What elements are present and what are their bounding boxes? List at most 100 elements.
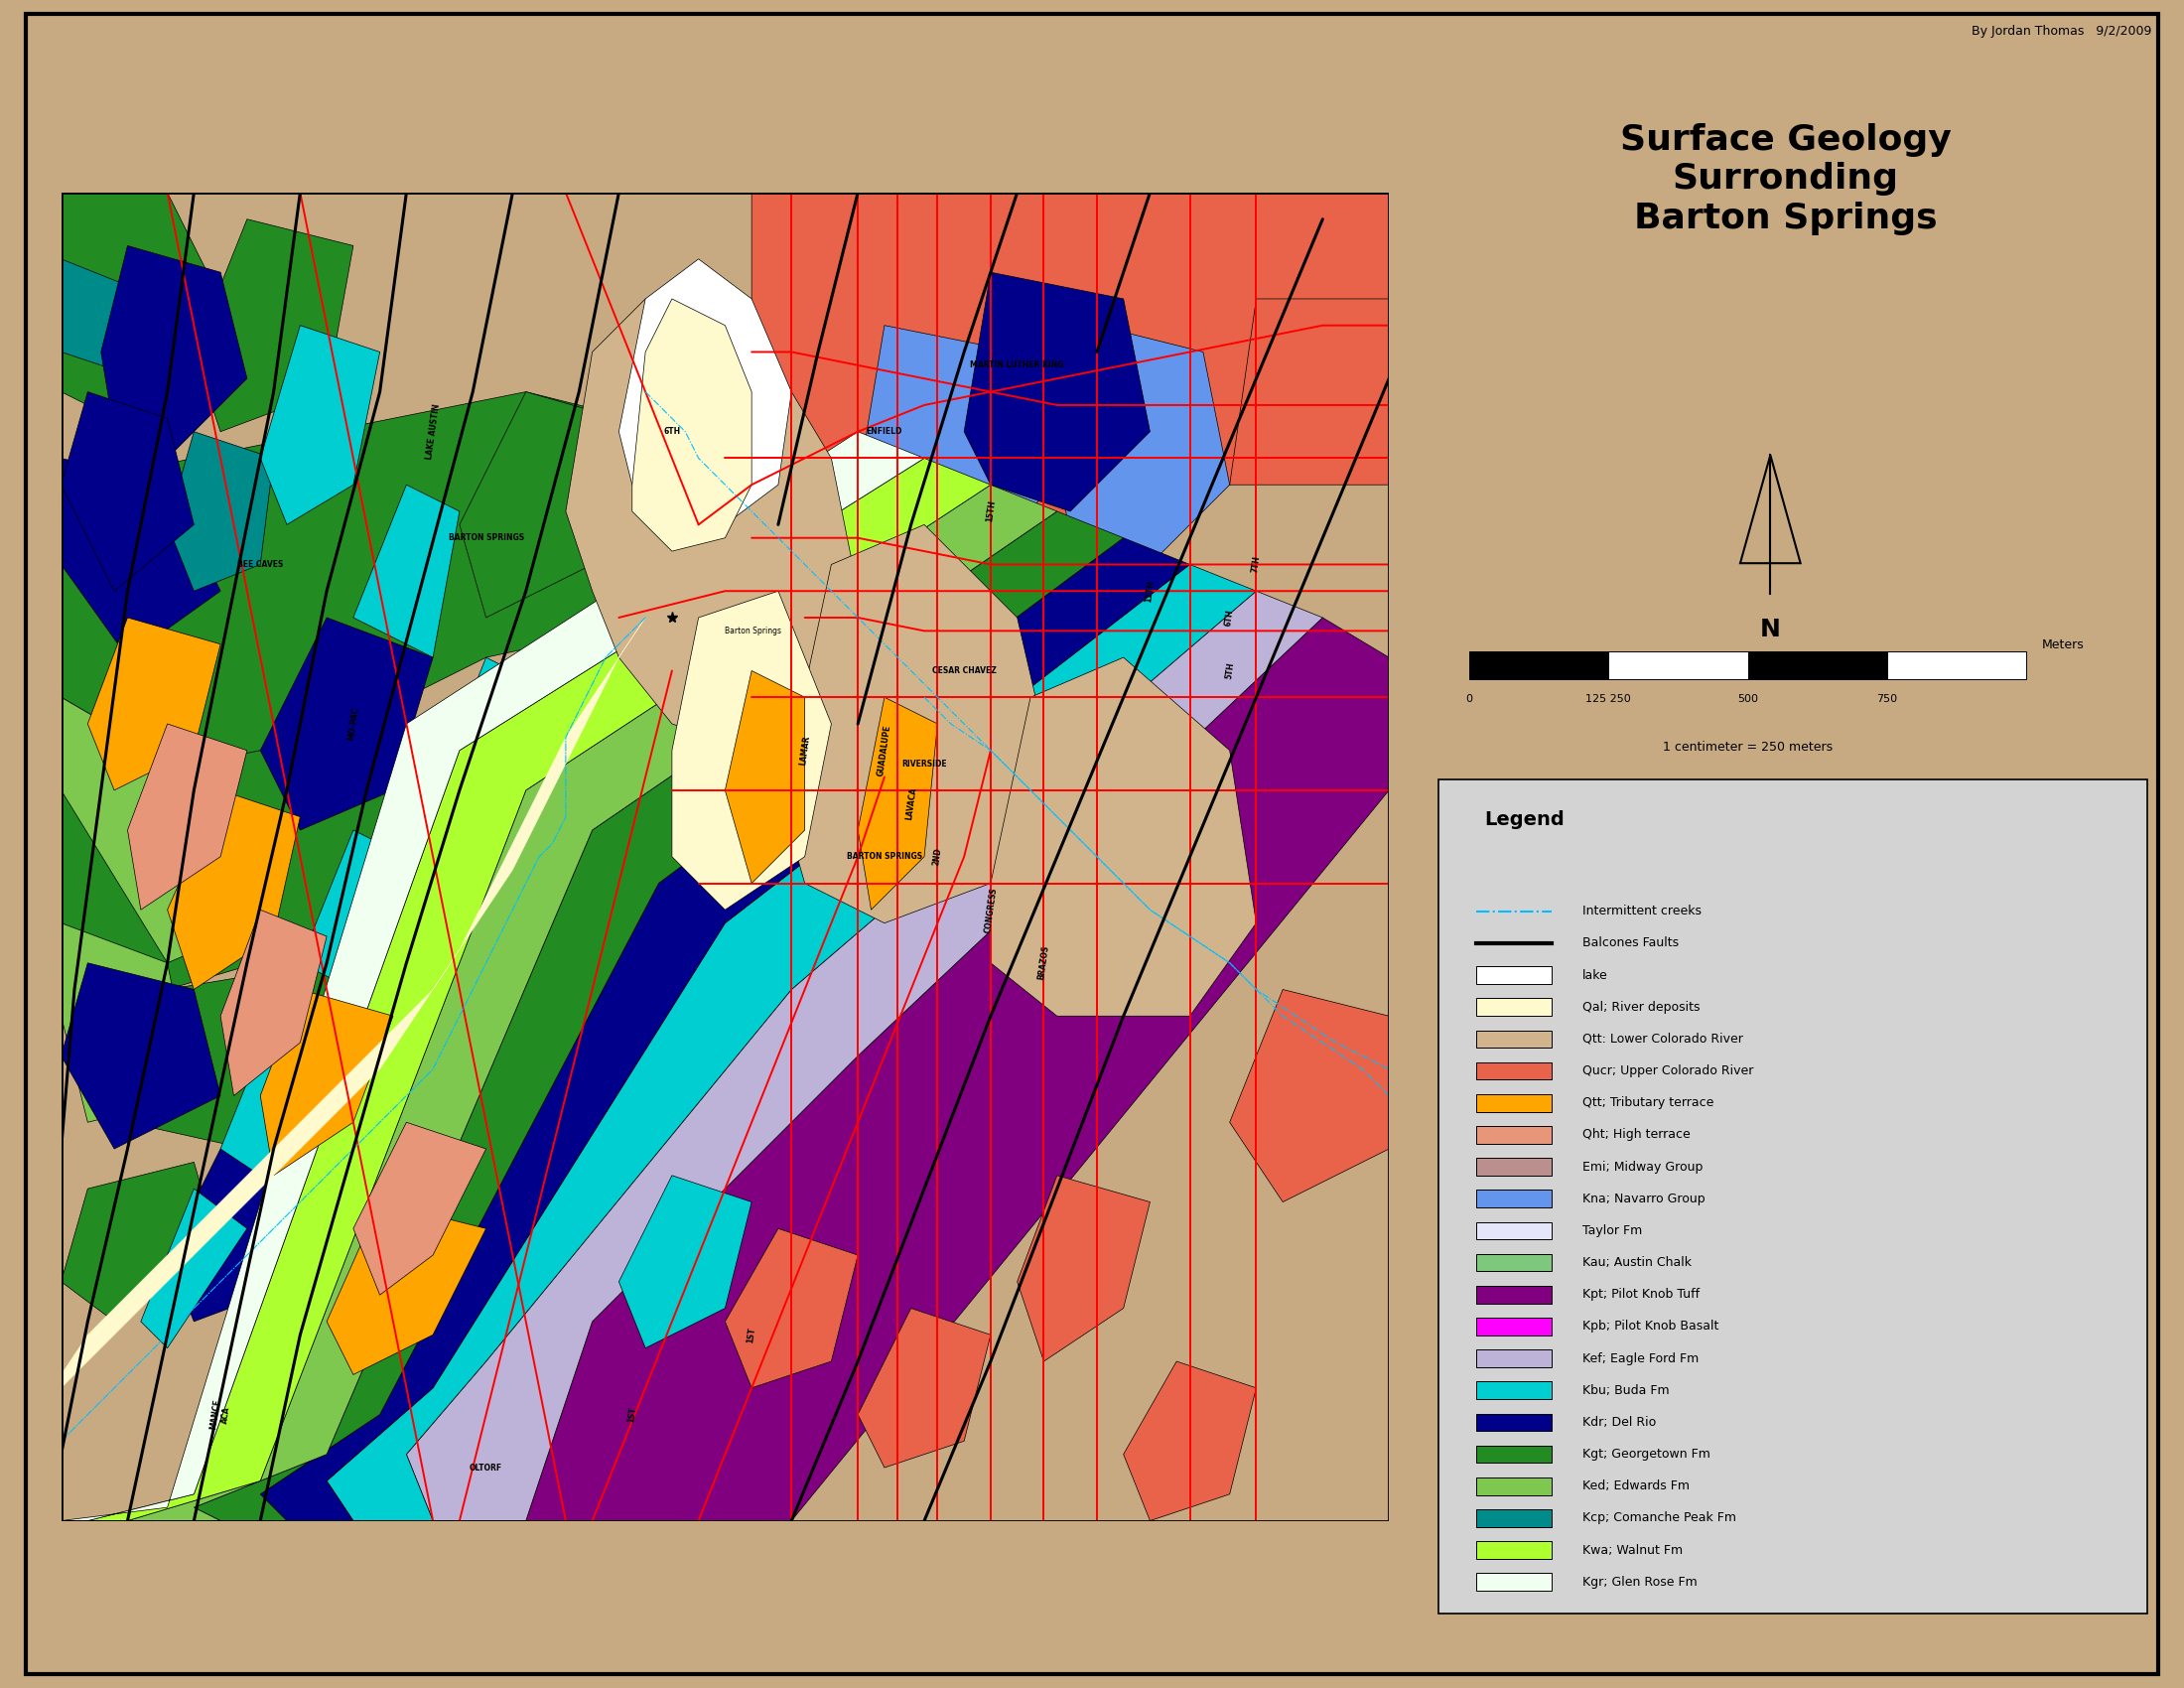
- Polygon shape: [618, 1175, 751, 1349]
- Bar: [1887, 652, 2027, 679]
- Text: BARTON SPRINGS: BARTON SPRINGS: [448, 533, 524, 542]
- Bar: [1476, 1158, 1553, 1175]
- Polygon shape: [61, 392, 791, 790]
- Text: Qtt: Lower Colorado River: Qtt: Lower Colorado River: [1581, 1033, 1743, 1045]
- Text: BARTON SPRINGS: BARTON SPRINGS: [847, 852, 922, 861]
- Polygon shape: [61, 1161, 221, 1322]
- Bar: [1470, 652, 1607, 679]
- Text: Kpt; Pilot Knob Tuff: Kpt; Pilot Knob Tuff: [1581, 1288, 1699, 1301]
- Text: Emi; Midway Group: Emi; Midway Group: [1581, 1160, 1704, 1173]
- Polygon shape: [194, 219, 354, 432]
- Text: BEE CAVES: BEE CAVES: [238, 560, 284, 569]
- Text: Qtt; Tributary terrace: Qtt; Tributary terrace: [1581, 1097, 1714, 1109]
- Bar: [1476, 1062, 1553, 1080]
- Polygon shape: [140, 1188, 247, 1349]
- Polygon shape: [61, 697, 260, 962]
- Polygon shape: [61, 192, 221, 432]
- Polygon shape: [61, 432, 924, 1521]
- Bar: [1476, 1222, 1553, 1239]
- Polygon shape: [725, 1229, 858, 1388]
- Text: GUADALUPE: GUADALUPE: [876, 724, 893, 776]
- Polygon shape: [406, 591, 1324, 1521]
- Polygon shape: [631, 299, 751, 552]
- Polygon shape: [127, 962, 354, 1150]
- Polygon shape: [858, 326, 1070, 618]
- Text: Taylor Fm: Taylor Fm: [1581, 1224, 1642, 1237]
- Text: 11TH: 11TH: [1144, 579, 1155, 603]
- Bar: [1476, 1190, 1553, 1207]
- Bar: [1439, 780, 2147, 1614]
- Text: N: N: [1760, 618, 1780, 641]
- Text: 6TH: 6TH: [1223, 609, 1236, 626]
- Text: Kgr; Glen Rose Fm: Kgr; Glen Rose Fm: [1581, 1575, 1697, 1588]
- Polygon shape: [1123, 1361, 1256, 1521]
- Polygon shape: [1057, 326, 1230, 564]
- Polygon shape: [61, 962, 221, 1150]
- Polygon shape: [221, 1016, 328, 1175]
- Polygon shape: [61, 751, 459, 989]
- Text: By Jordan Thomas   9/2/2009: By Jordan Thomas 9/2/2009: [1972, 25, 2151, 39]
- Text: 2ND: 2ND: [933, 847, 943, 866]
- Bar: [1476, 1254, 1553, 1271]
- Text: Kwa; Walnut Fm: Kwa; Walnut Fm: [1581, 1543, 1682, 1556]
- Polygon shape: [858, 1308, 992, 1467]
- Polygon shape: [61, 392, 194, 591]
- Bar: [1476, 1318, 1553, 1335]
- Polygon shape: [432, 657, 539, 830]
- Bar: [1476, 1286, 1553, 1303]
- Bar: [1476, 1030, 1553, 1048]
- Polygon shape: [963, 272, 1151, 511]
- Polygon shape: [751, 192, 1389, 657]
- Polygon shape: [61, 258, 140, 378]
- Text: MO-PAC: MO-PAC: [347, 707, 360, 741]
- Polygon shape: [858, 697, 937, 910]
- Text: Balcones Faults: Balcones Faults: [1581, 937, 1677, 950]
- Text: Kgt; Georgetown Fm: Kgt; Georgetown Fm: [1581, 1448, 1710, 1460]
- Polygon shape: [260, 326, 380, 525]
- Polygon shape: [260, 538, 1190, 1521]
- Polygon shape: [168, 432, 273, 591]
- Text: 1 centimeter = 250 meters: 1 centimeter = 250 meters: [1662, 741, 1832, 755]
- Text: LAVACA: LAVACA: [904, 787, 917, 820]
- Polygon shape: [673, 591, 832, 910]
- Text: LAMAR: LAMAR: [797, 734, 810, 766]
- Text: CESAR CHAVEZ: CESAR CHAVEZ: [933, 667, 996, 675]
- Polygon shape: [566, 299, 858, 751]
- Polygon shape: [61, 923, 194, 1123]
- Polygon shape: [459, 392, 618, 618]
- Text: Barton Springs: Barton Springs: [725, 626, 782, 635]
- Text: 125 250: 125 250: [1586, 694, 1631, 704]
- Text: ENFIELD: ENFIELD: [867, 427, 902, 436]
- Text: Ked; Edwards Fm: Ked; Edwards Fm: [1581, 1480, 1688, 1492]
- Text: Kpb; Pilot Knob Basalt: Kpb; Pilot Knob Basalt: [1581, 1320, 1719, 1334]
- Text: RIVERSIDE: RIVERSIDE: [902, 760, 948, 768]
- Bar: [1476, 1350, 1553, 1367]
- Bar: [1476, 1477, 1553, 1496]
- Text: 500: 500: [1736, 694, 1758, 704]
- Polygon shape: [526, 618, 1389, 1521]
- Polygon shape: [725, 670, 804, 883]
- Text: Qucr; Upper Colorado River: Qucr; Upper Colorado River: [1581, 1065, 1754, 1077]
- Text: Kna; Navarro Group: Kna; Navarro Group: [1581, 1192, 1706, 1205]
- Text: MARTIN LUTHER KING: MARTIN LUTHER KING: [970, 361, 1064, 370]
- Text: BRAZOS: BRAZOS: [1037, 945, 1051, 981]
- Bar: [1476, 998, 1553, 1016]
- Text: Intermittent creeks: Intermittent creeks: [1581, 905, 1701, 918]
- Polygon shape: [61, 457, 221, 657]
- Bar: [1476, 966, 1553, 984]
- Text: 5TH: 5TH: [1223, 662, 1236, 680]
- Bar: [1476, 1094, 1553, 1112]
- Text: OLTORF: OLTORF: [470, 1463, 502, 1472]
- Polygon shape: [299, 830, 406, 989]
- Polygon shape: [1230, 299, 1389, 484]
- Text: lake: lake: [1581, 969, 1607, 982]
- Polygon shape: [100, 246, 247, 457]
- Text: 7TH: 7TH: [1251, 555, 1262, 574]
- Polygon shape: [566, 564, 725, 790]
- Polygon shape: [127, 724, 247, 910]
- Text: 6TH: 6TH: [664, 427, 681, 436]
- Polygon shape: [778, 525, 1057, 923]
- Text: 15TH: 15TH: [985, 500, 996, 523]
- Polygon shape: [1230, 989, 1389, 1202]
- Text: Kdr; Del Rio: Kdr; Del Rio: [1581, 1416, 1655, 1428]
